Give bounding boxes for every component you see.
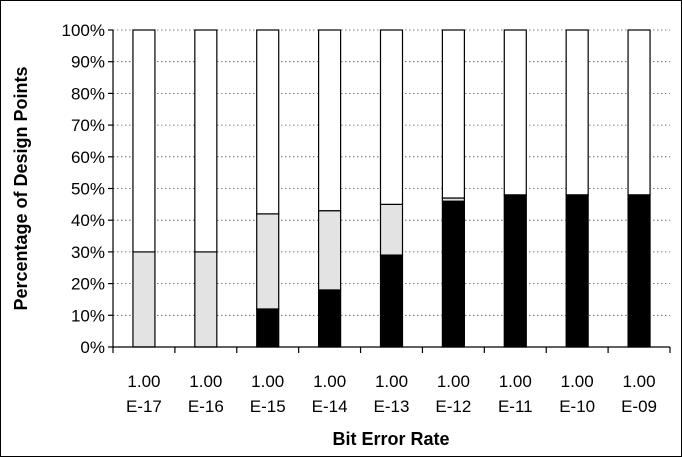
x-tick-label: E-16: [188, 397, 224, 416]
y-tick-label: 30%: [71, 243, 105, 262]
bar-segment: [256, 29, 280, 215]
y-tick-label: 60%: [71, 148, 105, 167]
x-axis-title: Bit Error Rate: [332, 429, 449, 449]
y-tick-label: 50%: [71, 180, 105, 199]
bar-segment: [132, 251, 156, 348]
x-tick-label: E-10: [559, 397, 595, 416]
x-tick-label: E-11: [498, 397, 533, 416]
bar-segment: [132, 29, 156, 253]
axes: [108, 29, 671, 353]
y-tick-label: 70%: [71, 116, 105, 135]
bar-segment: [194, 29, 218, 253]
tick-labels: 0% 10% 20% 30% 40% 50% 60% 70% 80% 90% 100% 1.00 E-1…: [62, 21, 658, 416]
x-tick-label: 1.00: [437, 372, 470, 391]
x-tick-label: 1.00: [623, 372, 656, 391]
x-tick-label: 1.00: [561, 372, 594, 391]
x-tick-label: E-12: [435, 397, 471, 416]
bar-segment: [256, 213, 280, 310]
y-tick-label: 90%: [71, 53, 105, 72]
y-tick-label: 20%: [71, 275, 105, 294]
bar-segment: [318, 210, 342, 291]
x-tick-label: 1.00: [499, 372, 532, 391]
x-tick-label: E-14: [312, 397, 348, 416]
x-tick-label: 1.00: [313, 372, 346, 391]
bar-segment: [194, 251, 218, 348]
x-tick-label: E-09: [621, 397, 657, 416]
y-tick-label: 10%: [71, 306, 105, 325]
x-tick-label: E-13: [374, 397, 410, 416]
x-tick-label: 1.00: [251, 372, 284, 391]
bar-segment: [318, 29, 342, 212]
bar-segment: [256, 308, 280, 348]
y-tick-label: 0%: [80, 338, 105, 357]
bar-segment: [503, 29, 527, 196]
x-tick-label: 1.00: [189, 372, 222, 391]
x-tick-label: 1.00: [375, 372, 408, 391]
bar-segment: [565, 194, 589, 348]
bar-segment: [318, 289, 342, 348]
x-tick-label: E-15: [250, 397, 286, 416]
y-tick-label: 40%: [71, 211, 105, 230]
bar-segment: [565, 29, 589, 196]
bar-segment: [441, 200, 465, 348]
bar-segment: [379, 203, 404, 256]
bar-segment: [627, 29, 651, 196]
y-tick-label: 80%: [71, 84, 105, 103]
bar-segment: [379, 29, 404, 205]
bar-segment: [627, 194, 651, 348]
bars: [132, 29, 651, 348]
bar-segment: [503, 194, 527, 348]
y-tick-label: 100%: [62, 21, 105, 40]
x-tick-label: E-17: [126, 397, 162, 416]
y-axis-title: Percentage of Design Points: [11, 66, 31, 310]
bar-segment: [441, 29, 465, 199]
bar-segment: [379, 254, 404, 348]
x-tick-label: 1.00: [127, 372, 160, 391]
